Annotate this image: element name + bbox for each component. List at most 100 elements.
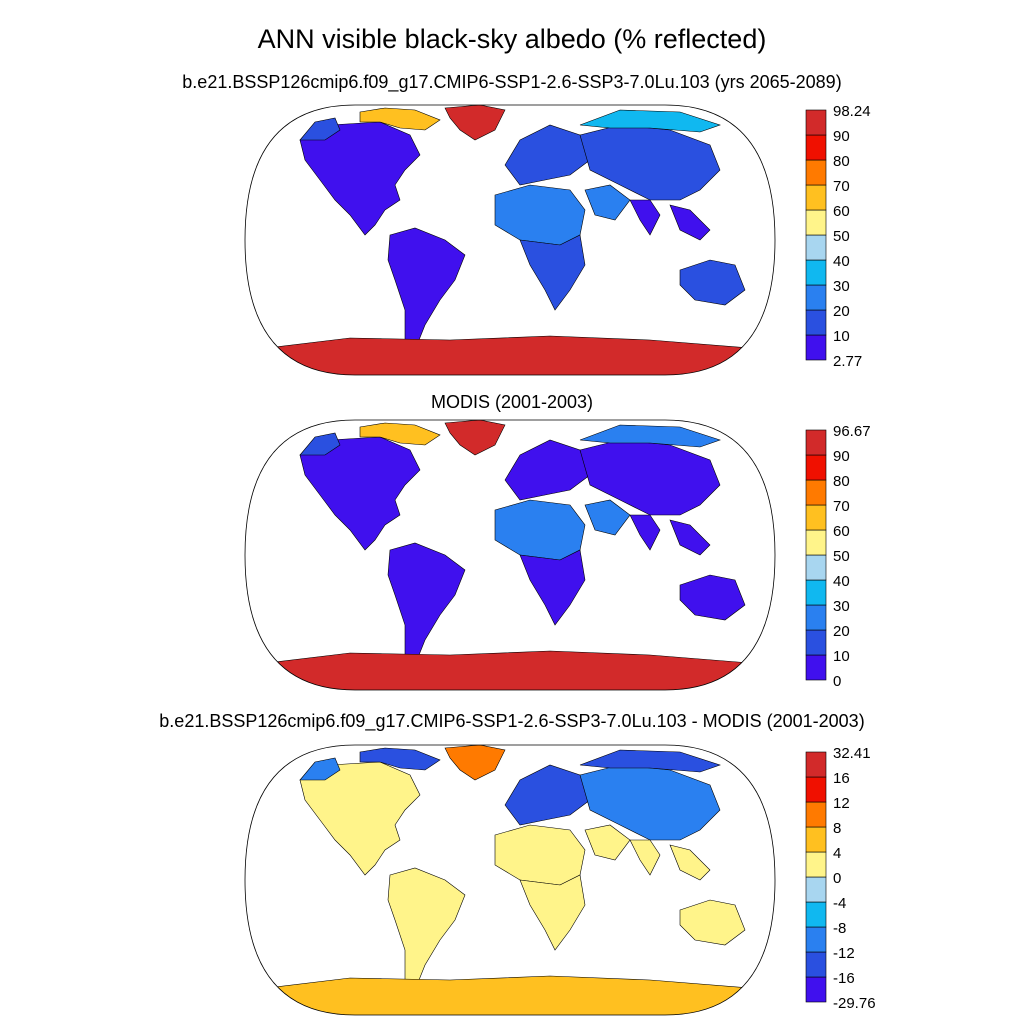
region-south-america (387, 227, 466, 351)
region-southern-africa (519, 874, 586, 951)
region-alaska (299, 117, 341, 141)
colorbar-min-label: -29.76 (833, 995, 876, 1012)
panel-subtitle-difference: b.e21.BSSP126cmip6.f09_g17.CMIP6-SSP1-2.… (159, 711, 864, 732)
region-antarctica (245, 335, 775, 375)
panel-subtitle-model: b.e21.BSSP126cmip6.f09_g17.CMIP6-SSP1-2.… (182, 72, 841, 93)
colorbar-tick-label: 70 (833, 178, 850, 195)
region-india (629, 199, 661, 236)
region-southeast-asia (669, 844, 711, 881)
colorbar-min-label: 2.77 (833, 353, 862, 370)
region-southern-africa (519, 234, 586, 311)
map-panel-modis (244, 419, 776, 691)
colorbar-tick-label: 90 (833, 128, 850, 145)
region-south-america (387, 867, 466, 991)
colorbar-swatch (805, 876, 827, 903)
region-north-america (299, 121, 421, 236)
colorbar-swatch (805, 654, 827, 681)
figure-title: ANN visible black-sky albedo (% reflecte… (258, 24, 767, 54)
colorbar-tick-label: 60 (833, 203, 850, 220)
region-southeast-asia (669, 519, 711, 556)
colorbar-tick-label: 10 (833, 648, 850, 665)
region-india (629, 839, 661, 876)
colorbar-swatch (805, 454, 827, 481)
region-canadian-arctic (359, 747, 441, 771)
colorbar-swatch (805, 629, 827, 656)
region-canadian-arctic (359, 107, 441, 131)
colorbar-swatch (805, 109, 827, 136)
region-middle-east (584, 184, 631, 221)
colorbar-tick-label: 50 (833, 548, 850, 565)
colorbar-swatch (805, 429, 827, 456)
map-panel-model (244, 104, 776, 376)
colorbar-swatch (805, 901, 827, 928)
colorbar-swatch (805, 504, 827, 531)
colorbar-swatch (805, 776, 827, 803)
colorbar-swatch (805, 579, 827, 606)
region-australia (679, 899, 746, 946)
region-south-america (387, 542, 466, 666)
colorbar-tick-label: 20 (833, 303, 850, 320)
colorbar-tick-label: -8 (833, 920, 846, 937)
map-panel-difference (244, 744, 776, 1016)
colorbar-tick-label: 4 (833, 845, 841, 862)
colorbar-swatch (805, 209, 827, 236)
colorbar-tick-label: 80 (833, 473, 850, 490)
colorbar-swatch (805, 184, 827, 211)
region-north-america (299, 436, 421, 551)
colorbar-tick-label: 16 (833, 770, 850, 787)
colorbar-tick-label: 70 (833, 498, 850, 515)
map-outline (244, 744, 776, 1016)
region-alaska (299, 757, 341, 781)
colorbar-tick-label: -16 (833, 970, 855, 987)
colorbar-swatch (805, 529, 827, 556)
colorbar-swatch (805, 284, 827, 311)
colorbar-tick-label: 10 (833, 328, 850, 345)
region-siberia (579, 749, 721, 773)
region-middle-east (584, 824, 631, 861)
region-australia (679, 574, 746, 621)
colorbar-modis: 96.67 10 20 30 40 50 60 70 80 90 0 (805, 423, 871, 690)
region-alaska (299, 432, 341, 456)
colorbar-swatch (805, 851, 827, 878)
colorbar-tick-label: 80 (833, 153, 850, 170)
region-antarctica (245, 650, 775, 690)
region-siberia (579, 109, 721, 133)
map-outline (244, 419, 776, 691)
colorbar-tick-label: 40 (833, 573, 850, 590)
colorbar-max-label: 98.24 (833, 103, 871, 120)
region-southern-africa (519, 549, 586, 626)
colorbar-swatch (805, 976, 827, 1003)
region-antarctica (245, 975, 775, 1015)
colorbar-min-label: 0 (833, 673, 841, 690)
colorbar-swatch (805, 334, 827, 361)
colorbar-swatch (805, 604, 827, 631)
region-siberia (579, 424, 721, 448)
colorbar-swatch (805, 554, 827, 581)
colorbar-tick-label: 50 (833, 228, 850, 245)
colorbar-tick-label: 30 (833, 278, 850, 295)
region-greenland (444, 420, 506, 456)
region-southeast-asia (669, 204, 711, 241)
colorbar-tick-label: -12 (833, 945, 855, 962)
colorbar-swatch (805, 234, 827, 261)
panel-subtitle-modis: MODIS (2001-2003) (431, 392, 593, 412)
colorbar-tick-label: 0 (833, 870, 841, 887)
colorbar-difference: 32.41 -16 -12 -8 -4 0 4 8 12 16 -29.76 (805, 745, 876, 1012)
region-middle-east (584, 499, 631, 536)
land-layer (245, 420, 775, 690)
colorbar-tick-label: 8 (833, 820, 841, 837)
colorbar-swatch (805, 159, 827, 186)
colorbar-swatch (805, 801, 827, 828)
colorbar-model: 98.24 10 20 30 40 50 60 70 80 90 2.77 (805, 103, 871, 370)
map-outline (244, 104, 776, 376)
colorbar-swatch (805, 951, 827, 978)
region-australia (679, 259, 746, 306)
colorbar-swatch (805, 926, 827, 953)
colorbar-tick-label: 20 (833, 623, 850, 640)
colorbar-tick-label: -4 (833, 895, 846, 912)
colorbar-swatch (805, 826, 827, 853)
region-india (629, 514, 661, 551)
colorbar-tick-label: 30 (833, 598, 850, 615)
colorbar-tick-label: 12 (833, 795, 850, 812)
land-layer (245, 105, 775, 375)
